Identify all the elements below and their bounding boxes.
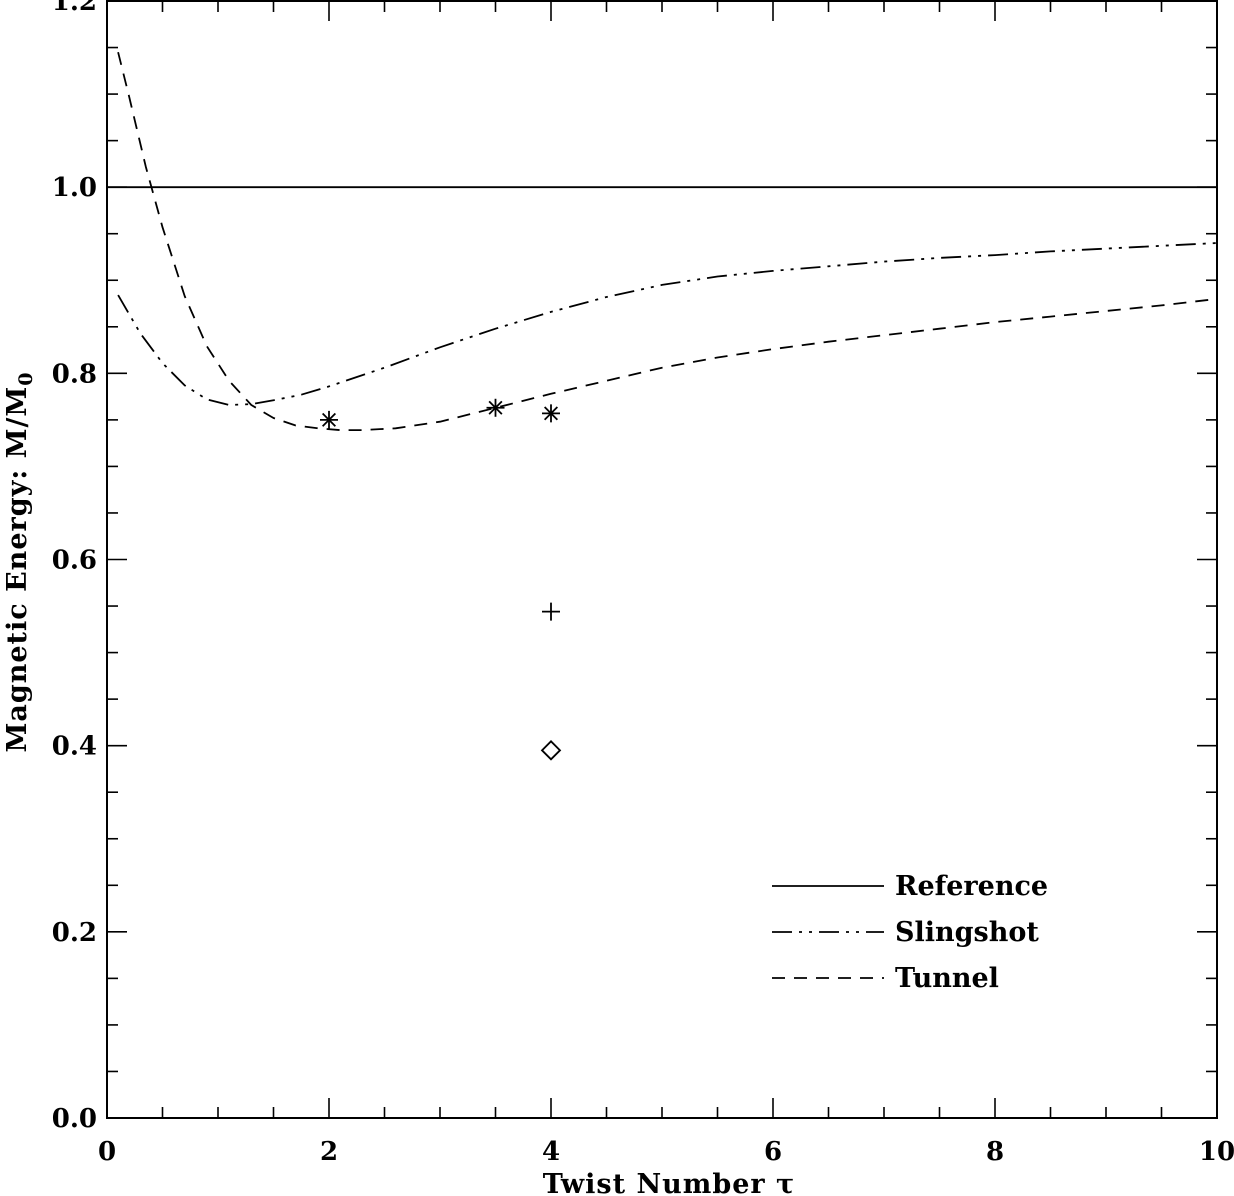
x-axis-title: Twist Number τ: [543, 1169, 795, 1196]
x-tick-label: 10: [1199, 1137, 1234, 1167]
legend-label-slingshot: Slingshot: [895, 917, 1039, 948]
y-axis-title: Magnetic Energy: M/M0: [2, 371, 37, 752]
legend-label-reference: Reference: [895, 871, 1048, 902]
marker-plus: [542, 602, 560, 621]
x-tick-label: 0: [98, 1137, 116, 1167]
y-tick-label: 1.0: [52, 173, 97, 203]
tick-labels: 0 2 4 6 8 10 0.0 0.2 0.4 0.6 0.8 1.0 1.2: [52, 0, 1234, 1167]
x-tick-label: 2: [320, 1137, 338, 1167]
x-tick-label: 6: [764, 1137, 782, 1167]
y-tick-label: 0.0: [52, 1104, 97, 1134]
y-tick-label: 1.2: [52, 0, 97, 17]
x-tick-label: 4: [542, 1137, 560, 1167]
y-tick-label: 0.8: [52, 359, 97, 389]
x-tick-label: 8: [986, 1137, 1004, 1167]
marker-layer: [320, 398, 562, 761]
legend-label-tunnel: Tunnel: [895, 963, 999, 994]
marker-diamond: [540, 740, 562, 761]
y-axis-title-subscript: 0: [15, 371, 37, 385]
y-tick-label: 0.2: [52, 918, 97, 948]
series-line-slingshot: [117, 242, 1218, 406]
series-layer: [107, 51, 1218, 431]
legend: Reference Slingshot Tunnel: [772, 871, 1048, 994]
axis-ticks: [106, 0, 1218, 1119]
plot-frame: [106, 0, 1218, 1119]
marker-asterisk: [542, 404, 560, 423]
y-tick-label: 0.6: [52, 546, 97, 576]
series-line-tunnel: [117, 51, 1218, 431]
marker-asterisk: [486, 398, 505, 417]
marker-asterisk: [320, 410, 338, 429]
y-tick-label: 0.4: [52, 732, 97, 762]
